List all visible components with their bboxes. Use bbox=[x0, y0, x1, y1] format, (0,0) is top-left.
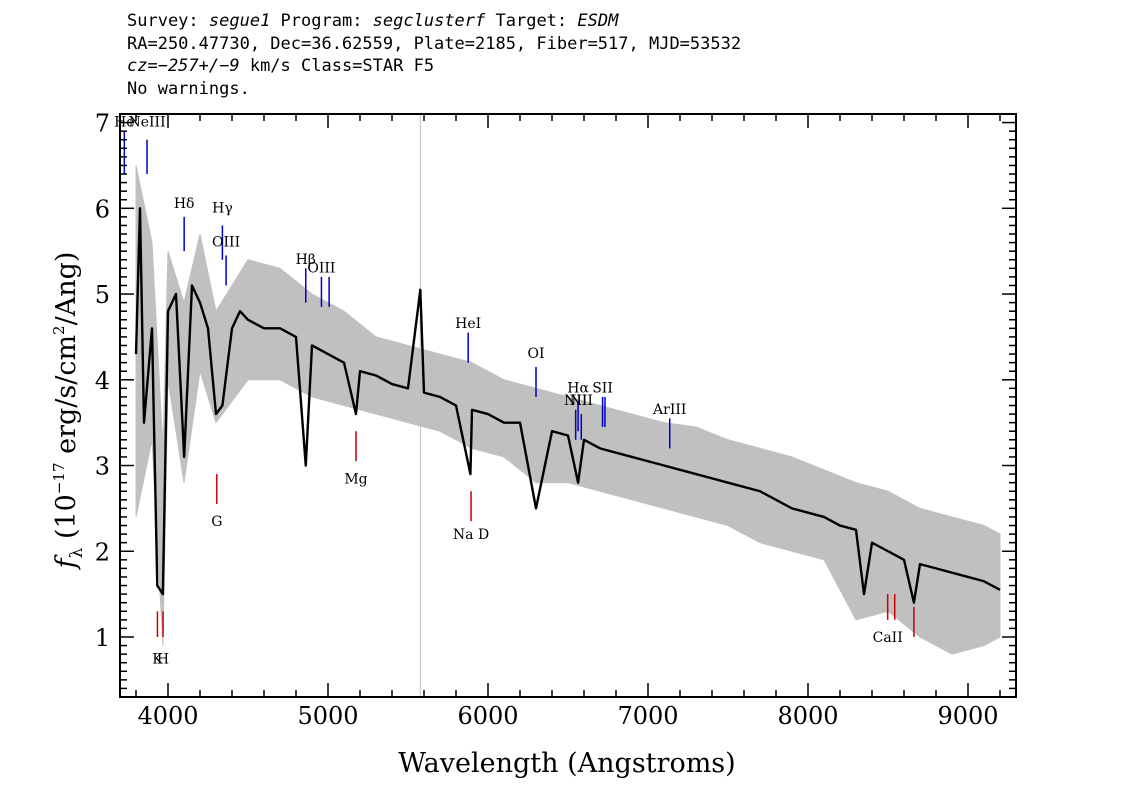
emission-line-label: OI bbox=[527, 346, 544, 362]
x-tick-label: 9000 bbox=[937, 702, 998, 730]
survey-label: Survey: bbox=[127, 11, 209, 31]
emission-line-label: Hβ bbox=[296, 252, 316, 268]
y-axis-title-a: (10 bbox=[51, 494, 82, 547]
emission-line-label: NII bbox=[570, 393, 593, 409]
x-axis-title: Wavelength (Angstroms) bbox=[398, 748, 735, 779]
absorption-line-label: Na D bbox=[453, 527, 489, 543]
y-axis-title-lambda: λ bbox=[67, 547, 87, 558]
y-tick-label: 3 bbox=[95, 453, 110, 481]
y-tick-label: 6 bbox=[95, 195, 110, 223]
spectrum-header: Survey: segue1 Program: segclusterf Targ… bbox=[127, 10, 741, 100]
x-tick-label: 8000 bbox=[777, 702, 838, 730]
survey-value: segue1 bbox=[208, 11, 271, 31]
absorption-line-label: CaII bbox=[873, 630, 903, 646]
y-axis-title-c: /Ang) bbox=[51, 252, 82, 326]
emission-line-label: OIII bbox=[307, 260, 335, 276]
emission-line-label: Hα bbox=[567, 380, 589, 396]
emission-line-label: Hγ bbox=[212, 200, 233, 216]
emission-line-label: OIII bbox=[212, 235, 240, 251]
y-axis-title-b: erg/s/cm bbox=[51, 335, 82, 463]
y-tick-label: 7 bbox=[95, 110, 110, 138]
absorption-line-label: Mg bbox=[344, 471, 367, 487]
y-tick-label: 1 bbox=[95, 624, 110, 652]
x-tick-label: 6000 bbox=[457, 702, 518, 730]
absorption-line-label: H bbox=[157, 651, 169, 667]
header-redshift-line: cz=−257+/−9 km/s Class=STAR F5 bbox=[127, 55, 741, 78]
emission-line-label: SII bbox=[592, 380, 613, 396]
target-value: ESDM bbox=[577, 11, 619, 31]
x-tick-label: 4000 bbox=[137, 702, 198, 730]
y-axis-title: fλ (10−17 erg/s/cm2/Ang) bbox=[50, 252, 87, 571]
program-value: segclusterf bbox=[372, 11, 486, 31]
emission-line-label: Hδ bbox=[174, 196, 195, 212]
redshift-value: cz=−257+/−9 bbox=[127, 56, 240, 76]
class-value: km/s Class=STAR F5 bbox=[239, 56, 435, 76]
emission-line-label: HeI bbox=[455, 316, 481, 332]
absorption-line-label: K bbox=[152, 651, 163, 667]
header-coordinates-line: RA=250.47730, Dec=36.62559, Plate=2185, … bbox=[127, 33, 742, 54]
y-axis-title-exp: −17 bbox=[50, 462, 68, 494]
x-tick-label: 7000 bbox=[617, 702, 678, 730]
absorption-line-label: G bbox=[211, 514, 222, 530]
x-tick-label: 5000 bbox=[297, 702, 358, 730]
y-tick-label: 5 bbox=[95, 281, 110, 309]
y-axis-title-exp2: 2 bbox=[50, 325, 68, 335]
emission-line-label: NeIII bbox=[128, 115, 165, 131]
header-warnings-line: No warnings. bbox=[127, 78, 250, 99]
header-survey-line: Survey: segue1 Program: segclusterf Targ… bbox=[127, 10, 741, 33]
target-label: Target: bbox=[485, 11, 578, 31]
error-band bbox=[135, 165, 1001, 655]
y-tick-label: 2 bbox=[95, 538, 110, 566]
emission-line-label: ArIII bbox=[652, 402, 686, 418]
program-label: Program: bbox=[270, 11, 373, 31]
emission-line-label: NII bbox=[564, 393, 587, 409]
flux-series-line bbox=[134, 207, 1001, 604]
y-tick-label: 4 bbox=[95, 367, 110, 395]
